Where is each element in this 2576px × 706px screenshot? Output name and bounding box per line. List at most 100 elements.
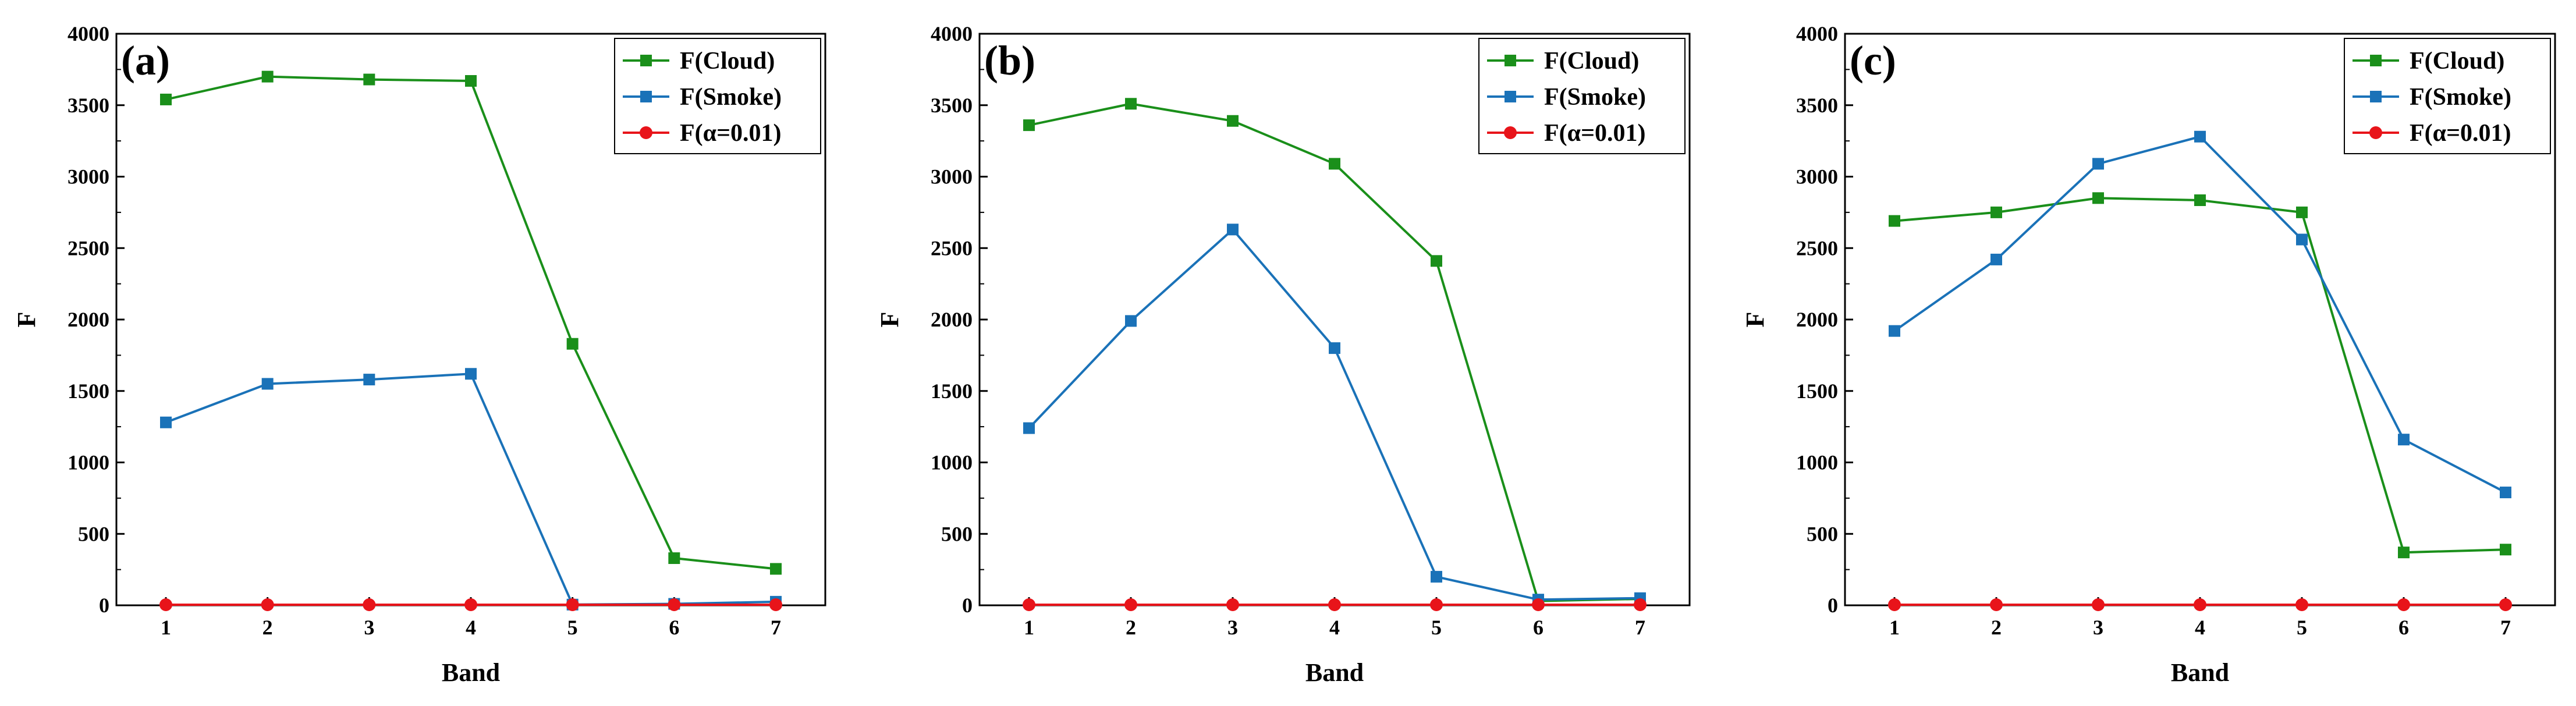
legend-marker [640, 91, 652, 102]
x-tick-label: 6 [669, 616, 679, 639]
x-tick-label: 7 [2500, 616, 2511, 639]
legend-label: F(Smoke) [1544, 84, 1646, 111]
series-2 [160, 368, 782, 611]
x-tick-label: 5 [1431, 616, 1442, 639]
legend-marker [1504, 126, 1517, 139]
legend-marker [640, 126, 652, 139]
data-point [566, 598, 579, 612]
x-tick-label: 2 [1991, 616, 2002, 639]
legend-item-3: F(α=0.01) [2353, 120, 2511, 147]
legend-label: F(α=0.01) [1544, 120, 1646, 147]
y-axis-title: F [875, 312, 904, 328]
x-tick-label: 6 [1533, 616, 1544, 639]
data-point [2398, 434, 2410, 446]
x-tick-label: 4 [2195, 616, 2205, 639]
data-point [465, 75, 477, 87]
y-tick-label: 2500 [931, 236, 973, 260]
y-tick-label: 500 [1807, 522, 1838, 545]
y-tick-label: 2000 [1796, 308, 1838, 331]
x-tick-label: 2 [1126, 616, 1136, 639]
legend-item-1: F(Cloud) [1487, 48, 1639, 74]
data-point [261, 598, 274, 612]
series-line [1028, 228, 1641, 601]
data-point [159, 598, 172, 612]
y-tick-label: 1000 [68, 451, 109, 474]
y-tick-label: 4000 [68, 22, 109, 45]
legend-marker [1505, 55, 1516, 66]
legend: F(Cloud) F(Smoke) F(α=0.01) [1478, 38, 1686, 154]
data-point [668, 552, 680, 564]
data-point [2194, 130, 2206, 143]
y-tick-label: 0 [1828, 594, 1838, 617]
x-tick-label: 1 [161, 616, 171, 639]
data-point [1023, 422, 1035, 434]
legend-marker [2370, 55, 2382, 66]
legend-label: F(α=0.01) [2410, 120, 2511, 147]
data-point [1125, 315, 1137, 327]
legend-marker [1505, 91, 1516, 102]
data-point [160, 416, 172, 428]
data-point [1431, 255, 1442, 267]
legend-label: F(Smoke) [680, 84, 782, 111]
y-tick-label: 2500 [68, 236, 109, 260]
data-point [2296, 206, 2308, 218]
x-tick-label: 5 [2297, 616, 2307, 639]
legend-item-2: F(Smoke) [623, 84, 782, 111]
panel-label: (b) [984, 37, 1035, 84]
x-tick-label: 4 [466, 616, 476, 639]
y-tick-label: 1000 [1796, 451, 1838, 474]
x-tick-label: 7 [1635, 616, 1645, 639]
series-line [1893, 135, 2506, 494]
x-tick-label: 1 [1024, 616, 1034, 639]
chart-panel-1: 0 500 1000 1500 2000 2500 3000 3500 4000 1 2 3 4 5 6 7 B… [12, 22, 826, 687]
y-tick-label: 3000 [931, 165, 973, 189]
data-point [1329, 342, 1340, 354]
data-point [1023, 119, 1035, 132]
x-tick-label: 2 [262, 616, 273, 639]
data-point [2500, 487, 2511, 499]
data-point [1023, 598, 1035, 612]
data-point [1226, 598, 1239, 612]
x-tick-label: 6 [2398, 616, 2409, 639]
data-point [1430, 598, 1443, 612]
x-tick-label: 1 [1889, 616, 1900, 639]
series-3 [159, 598, 782, 612]
x-axis-title: Band [2171, 658, 2229, 687]
y-tick-label: 2000 [931, 308, 973, 331]
data-point [363, 598, 376, 612]
data-point [2296, 233, 2308, 246]
y-tick-label: 500 [941, 522, 973, 545]
x-tick-label: 3 [1227, 616, 1238, 639]
data-point [1634, 598, 1647, 612]
data-point [1227, 115, 1239, 127]
panel-label: (a) [121, 37, 170, 84]
data-point [261, 70, 274, 83]
data-point [1125, 98, 1137, 110]
x-tick-label: 3 [2093, 616, 2103, 639]
y-tick-label: 4000 [931, 22, 973, 45]
data-point [261, 378, 274, 390]
y-tick-label: 0 [962, 594, 973, 617]
legend-marker [2369, 126, 2382, 139]
legend-item-2: F(Smoke) [2353, 84, 2511, 111]
panel-label: (c) [1850, 37, 1896, 84]
y-tick-label: 4000 [1796, 22, 1838, 45]
data-point [1329, 158, 1340, 170]
legend-label: F(Cloud) [1544, 48, 1639, 74]
data-point [1124, 598, 1137, 612]
y-tick-label: 2000 [68, 308, 109, 331]
series-line [1894, 197, 2506, 554]
legend-label: F(Cloud) [2410, 48, 2504, 74]
series-2 [1889, 130, 2511, 499]
y-tick-label: 1500 [1796, 379, 1838, 403]
data-point [770, 563, 782, 575]
data-point [2092, 192, 2104, 204]
data-point [1990, 598, 2003, 612]
x-tick-label: 5 [567, 616, 578, 639]
y-tick-label: 3500 [931, 94, 973, 117]
y-axis-title: F [1741, 312, 1769, 328]
y-tick-label: 3000 [68, 165, 109, 189]
x-tick-label: 4 [1329, 616, 1340, 639]
series-3 [1888, 598, 2512, 612]
